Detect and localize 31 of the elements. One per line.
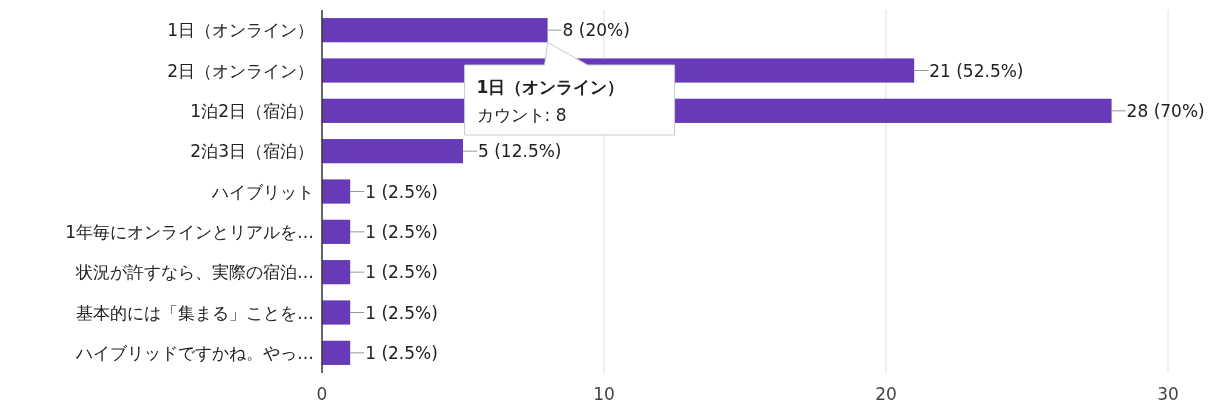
y-tick-label: 1日（オンライン） xyxy=(167,20,314,41)
bar xyxy=(322,260,351,285)
data-label: 1 (2.5%) xyxy=(365,181,438,202)
x-tick-label: 30 xyxy=(1157,384,1179,404)
bar xyxy=(322,219,351,244)
x-tick-label: 10 xyxy=(593,384,615,404)
y-tick-label: ハイブリット xyxy=(211,181,314,202)
bar xyxy=(322,179,351,204)
annotation: 1日（オンライン） xyxy=(476,77,625,97)
bar xyxy=(322,18,548,43)
y-tick-label: ハイブリッドですかね。やっ… xyxy=(75,342,314,363)
y-tick-label: 状況が許すなら、実際の宿泊… xyxy=(75,262,314,283)
data-label: 1 (2.5%) xyxy=(365,342,438,363)
x-tick-label: 0 xyxy=(316,384,328,404)
bar xyxy=(322,139,463,164)
data-label: 1 (2.5%) xyxy=(365,302,438,323)
data-label: 21 (52.5%) xyxy=(929,60,1024,81)
y-tick-label: 2泊3日（宿泊） xyxy=(190,141,314,162)
data-label: 28 (70%) xyxy=(1126,100,1205,121)
data-label: 5 (12.5%) xyxy=(478,141,562,162)
bar xyxy=(322,300,351,325)
y-tick-label: 1泊2日（宿泊） xyxy=(190,100,314,121)
data-label: 1 (2.5%) xyxy=(365,262,438,283)
data-label: 1 (2.5%) xyxy=(365,221,438,242)
x-tick-label: 20 xyxy=(875,384,897,404)
y-tick-label: 基本的には「集まる」ことを… xyxy=(76,302,314,323)
y-tick-label: 2日（オンライン） xyxy=(167,60,314,81)
annotation: カウント: 8 xyxy=(476,105,567,125)
bar xyxy=(322,340,351,365)
y-tick-label: 1年毎にオンラインとリアルを… xyxy=(65,221,314,242)
data-label: 8 (20%) xyxy=(562,20,630,41)
